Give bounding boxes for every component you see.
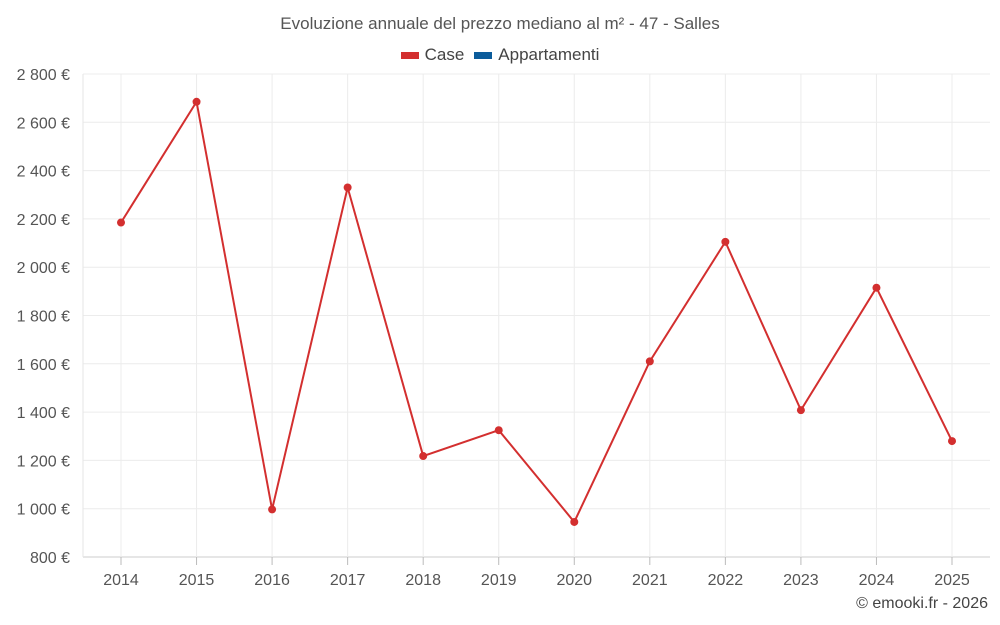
y-tick-label: 2 400 €	[17, 164, 70, 181]
data-point-2022[interactable]	[721, 237, 730, 246]
chart-title: Evoluzione annuale del prezzo mediano al…	[280, 14, 720, 33]
data-point-2025[interactable]	[948, 437, 956, 446]
y-tick-label: 800 €	[30, 550, 70, 567]
y-axis: 800 € 1 000 € 1 200 € 1 400 € 1 600 € 1 800 €…	[17, 67, 70, 567]
x-tick-label: 2021	[632, 572, 668, 589]
x-tick-label: 2020	[556, 572, 592, 589]
data-point-2023[interactable]	[796, 406, 805, 415]
y-tick-label: 2 800 €	[17, 67, 70, 84]
y-tick-label: 1 600 €	[17, 357, 70, 374]
legend-label-appartamenti: Appartamenti	[498, 45, 600, 64]
y-tick-label: 1 000 €	[17, 502, 70, 519]
x-tick-label: 2025	[934, 572, 970, 589]
chart-legend: Case Appartamenti	[0, 45, 1000, 65]
data-point-2020[interactable]	[570, 517, 579, 526]
grid-lines	[82, 73, 990, 558]
x-axis: 2014 2015 2016 2017 2018 2019 2020 2021 2022 2023…	[103, 557, 970, 589]
data-point-2021[interactable]	[645, 357, 654, 366]
x-tick-label: 2019	[481, 572, 517, 589]
y-tick-label: 2 000 €	[17, 260, 70, 277]
data-point-2018[interactable]	[419, 452, 428, 461]
credit-text: © emooki.fr - 2026	[856, 595, 988, 612]
x-tick-label: 2022	[708, 572, 744, 589]
y-tick-label: 2 200 €	[17, 212, 70, 229]
legend-item-appartamenti[interactable]: Appartamenti	[474, 45, 599, 65]
y-tick-label: 1 200 €	[17, 453, 70, 470]
series-line-case	[120, 99, 953, 524]
legend-item-case[interactable]: Case	[400, 45, 465, 65]
x-tick-label: 2023	[783, 572, 819, 589]
x-tick-label: 2017	[330, 572, 366, 589]
y-tick-label: 2 600 €	[17, 115, 70, 132]
legend-swatch-appartamenti	[474, 51, 493, 59]
legend-swatch-case	[400, 51, 419, 59]
x-tick-label: 2024	[859, 572, 895, 589]
y-tick-label: 1 800 €	[17, 309, 70, 326]
x-tick-label: 2018	[405, 572, 441, 589]
x-tick-label: 2016	[254, 572, 290, 589]
data-point-2017[interactable]	[343, 183, 352, 192]
data-point-2016[interactable]	[268, 505, 277, 514]
data-series	[117, 97, 956, 526]
data-point-2014[interactable]	[117, 218, 125, 227]
data-point-2024[interactable]	[872, 283, 881, 292]
legend-label-case: Case	[424, 45, 465, 64]
x-tick-label: 2015	[179, 572, 215, 589]
data-point-2015[interactable]	[192, 97, 201, 106]
y-tick-label: 1 400 €	[17, 405, 70, 422]
x-tick-label: 2014	[103, 572, 139, 589]
data-point-2019[interactable]	[494, 426, 503, 435]
